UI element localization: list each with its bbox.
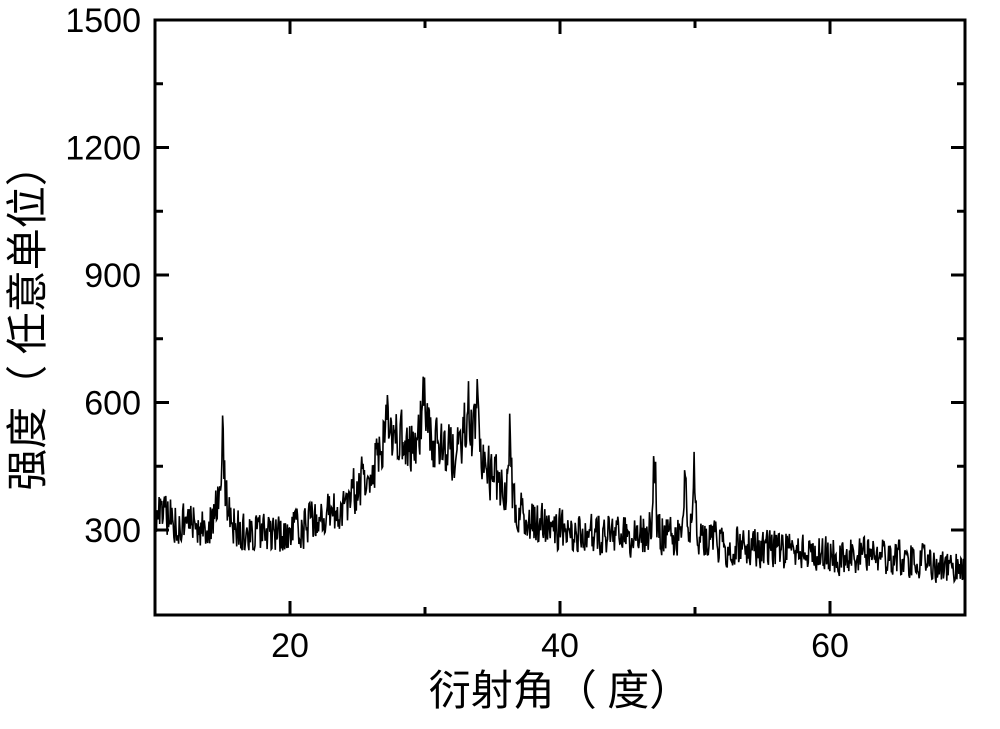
xrd-chart: 20 40 60 300 600 900 1200 1500 衍射角（ 度） 强度（ 任意单位） (0, 0, 1000, 729)
chart-svg: 20 40 60 300 600 900 1200 1500 衍射角（ 度） 强度（ 任意单位） (0, 0, 1000, 729)
x-tick-label: 40 (541, 627, 579, 665)
x-axis-title: 衍射角（ 度） (429, 669, 692, 715)
y-tick-label: 1200 (65, 129, 141, 167)
y-axis-title: 强度（ 任意单位） (5, 144, 52, 491)
xrd-spectrum-line (155, 377, 965, 583)
labels-group: 20 40 60 300 600 900 1200 1500 衍射角（ 度） 强度（ 任意单位） (5, 2, 849, 715)
x-tick-label: 60 (811, 627, 849, 665)
y-tick-label: 300 (84, 512, 141, 550)
x-tick-label: 20 (271, 627, 309, 665)
y-tick-label: 600 (84, 384, 141, 422)
y-tick-label: 900 (84, 257, 141, 295)
y-tick-label: 1500 (65, 2, 141, 40)
